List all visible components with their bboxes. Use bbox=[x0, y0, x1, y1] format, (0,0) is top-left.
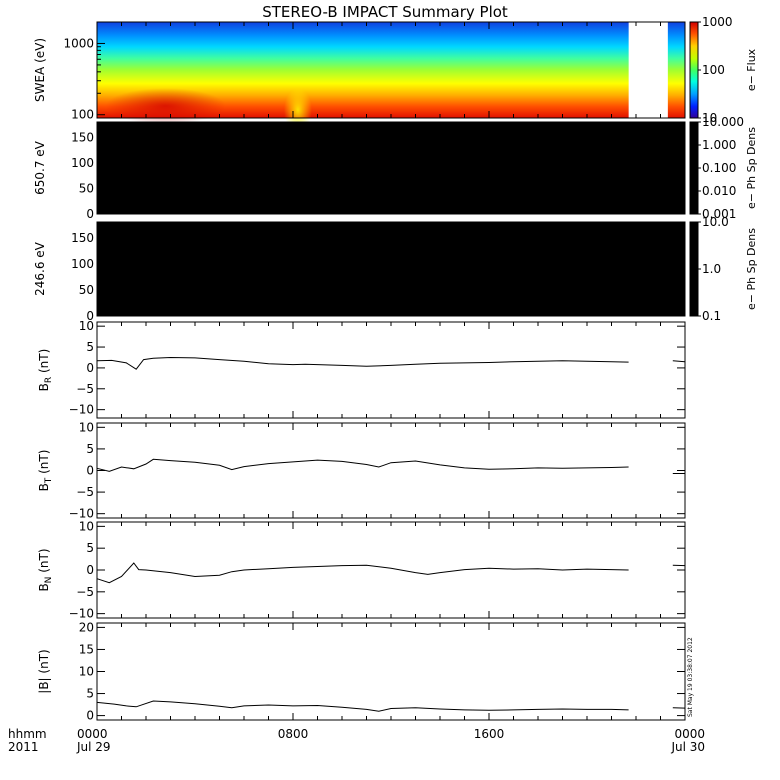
y-tick-label: 150 bbox=[71, 231, 94, 245]
y-tick-label: 0 bbox=[86, 563, 94, 577]
panel-frame bbox=[96, 622, 686, 721]
y-tick-label: 10 bbox=[79, 519, 94, 533]
x-date-label: Jul 30 bbox=[670, 740, 705, 754]
pad-246-y-label: 246.6 eV bbox=[33, 241, 47, 296]
swea-panel: 100 1000 SWEA (eV) 10 100 1000 e− Flux bbox=[33, 15, 758, 132]
pad-246-spectrogram bbox=[97, 222, 685, 316]
y-tick-label: 100 bbox=[71, 108, 94, 122]
y-tick-label: 10 bbox=[79, 319, 94, 333]
colorbar-tick-label: 10 bbox=[702, 111, 717, 125]
y-tick-label: −5 bbox=[76, 485, 94, 499]
hhmm-label: hhmm bbox=[8, 727, 47, 741]
y-tick-label: 150 bbox=[71, 131, 94, 145]
swea-colorbar-bar bbox=[689, 21, 699, 119]
colorbar-tick-label: 10.000 bbox=[702, 115, 744, 129]
bt-y-label: BT (nT) bbox=[37, 450, 54, 492]
panel-frame bbox=[96, 521, 686, 619]
y-tick-label: 100 bbox=[71, 156, 94, 170]
swea-y-label: SWEA (eV) bbox=[33, 38, 47, 102]
bmag-y-label: |B| (nT) bbox=[37, 649, 51, 693]
y-tick-label: 1000 bbox=[63, 36, 94, 50]
y-tick-label: 15 bbox=[79, 642, 94, 656]
y-tick-label: 0 bbox=[86, 207, 94, 221]
year-label: 2011 bbox=[8, 740, 39, 754]
y-tick-label: 5 bbox=[86, 442, 94, 456]
x-date-label: Jul 29 bbox=[76, 740, 111, 754]
bt-trace bbox=[96, 458, 629, 472]
pad-650-spectrogram bbox=[97, 122, 685, 214]
y-tick-label: −10 bbox=[69, 607, 94, 621]
bn-trace bbox=[96, 562, 629, 584]
panel-frame bbox=[96, 321, 686, 419]
plot-title: STEREO-B IMPACT Summary Plot bbox=[262, 3, 508, 21]
y-tick-label: −10 bbox=[69, 507, 94, 521]
colorbar-tick-label: 1.0 bbox=[702, 262, 721, 276]
bmag-panel: 0 5 10 15 20 |B| (nT) Sat May 19 03:38:07 2012 bbox=[37, 620, 694, 722]
br-panel: −10 −5 0 5 10 BR (nT) bbox=[37, 319, 686, 419]
y-tick-label: 100 bbox=[71, 257, 94, 271]
y-tick-label: 0 bbox=[86, 309, 94, 323]
y-tick-label: 5 bbox=[86, 541, 94, 555]
y-tick-label: −10 bbox=[69, 403, 94, 417]
pad-246-colorbar-bar bbox=[689, 221, 699, 317]
colorbar-tick-label: 0.1 bbox=[702, 309, 721, 323]
colorbar-tick-label: 0.100 bbox=[702, 161, 736, 175]
swea-dip-region bbox=[283, 88, 312, 132]
y-tick-label: 0 bbox=[86, 361, 94, 375]
generation-timestamp: Sat May 19 03:38:07 2012 bbox=[687, 637, 694, 717]
panel-frame bbox=[96, 221, 686, 317]
y-tick-label: 5 bbox=[86, 687, 94, 701]
bn-panel: −10 −5 0 5 10 BN (nT) bbox=[37, 519, 686, 621]
panel-frame bbox=[96, 422, 686, 519]
pad-650-panel: 0 50 100 150 650.7 eV 0.001 0.010 0.100 1.000 10.… bbox=[33, 115, 758, 221]
x-tick-label: 0000 bbox=[674, 727, 705, 741]
y-tick-label: 0 bbox=[86, 464, 94, 478]
y-tick-label: 20 bbox=[79, 620, 94, 634]
panel-frame bbox=[96, 121, 686, 215]
colorbar-tick-label: 1000 bbox=[702, 15, 733, 29]
y-tick-label: 50 bbox=[79, 182, 94, 196]
y-tick-label: 10 bbox=[79, 420, 94, 434]
pad-246-panel: 0 50 100 150 246.6 eV 0.1 1.0 10.0 e− Ph Sp Dens bbox=[33, 215, 758, 323]
colorbar-label: e− Ph Sp Dens bbox=[745, 127, 758, 209]
y-tick-label: 10 bbox=[79, 665, 94, 679]
y-tick-label: 5 bbox=[86, 340, 94, 354]
bt-panel: −10 −5 0 5 10 BT (nT) bbox=[37, 420, 686, 521]
y-tick-label: −5 bbox=[76, 382, 94, 396]
br-trace bbox=[96, 356, 629, 370]
pad-650-y-label: 650.7 eV bbox=[33, 140, 47, 195]
pad-650-colorbar-bar bbox=[689, 121, 699, 215]
y-tick-label: 50 bbox=[79, 283, 94, 297]
y-tick-label: −5 bbox=[76, 585, 94, 599]
colorbar-label: e− Ph Sp Dens bbox=[745, 228, 758, 310]
colorbar-tick-label: 100 bbox=[702, 63, 725, 77]
x-tick-label: 0800 bbox=[278, 727, 309, 741]
y-tick-label: 0 bbox=[86, 709, 94, 723]
swea-data-gap bbox=[628, 22, 668, 118]
colorbar-tick-label: 0.010 bbox=[702, 184, 736, 198]
colorbar-tick-label: 1.000 bbox=[702, 138, 736, 152]
br-y-label: BR (nT) bbox=[37, 349, 54, 392]
x-tick-label: 0000 bbox=[77, 727, 108, 741]
colorbar-label: e− Flux bbox=[745, 48, 758, 91]
bmag-trace bbox=[96, 700, 629, 712]
colorbar-tick-label: 0.001 bbox=[702, 207, 736, 221]
x-tick-label: 1600 bbox=[474, 727, 505, 741]
swea-hot-region bbox=[105, 88, 226, 124]
colorbar-tick-label: 10.0 bbox=[702, 215, 729, 229]
br-trace-after-gap bbox=[672, 360, 686, 363]
bn-y-label: BN (nT) bbox=[37, 548, 54, 591]
